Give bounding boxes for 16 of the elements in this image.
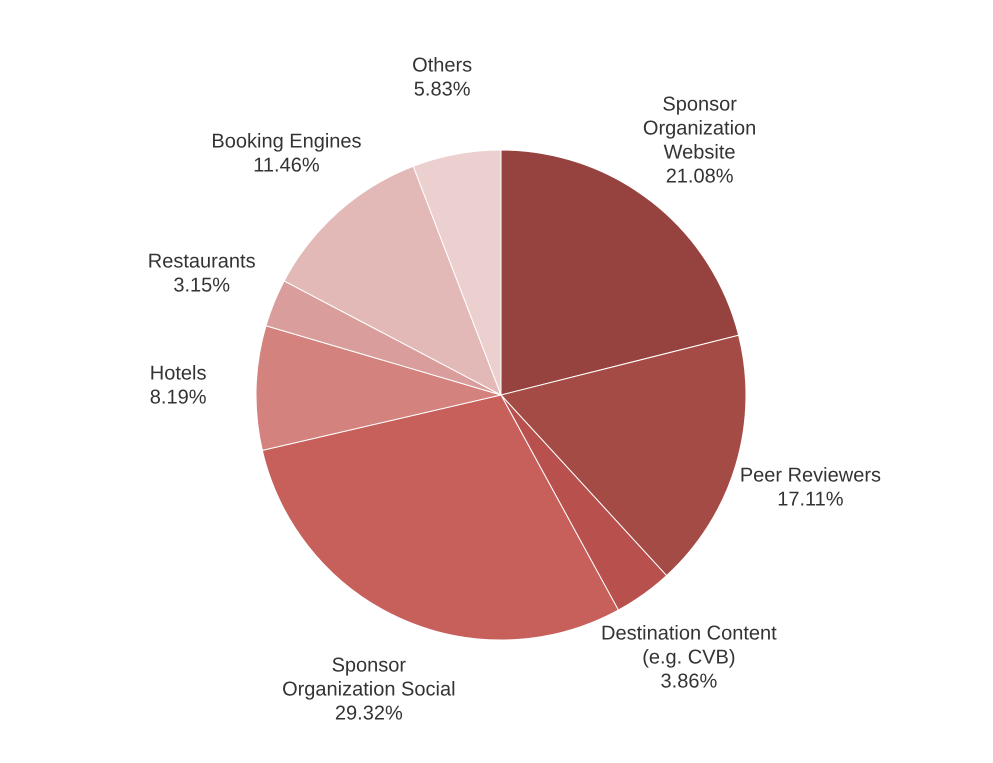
data-label: 21.08% <box>666 165 734 188</box>
slice-label: Destination Content (e.g. CVB) <box>601 622 778 669</box>
data-label: 17.11% <box>777 488 844 511</box>
slice-label: Hotels <box>150 362 206 385</box>
data-label: 5.83% <box>414 78 471 100</box>
slice-label: Booking Engines <box>211 130 362 153</box>
data-label: 11.46% <box>253 154 320 177</box>
slice-label: Others <box>412 54 472 76</box>
slice-label: Sponsor Organization Social <box>282 654 456 701</box>
data-label: 3.15% <box>173 274 230 297</box>
data-label: 29.32% <box>334 702 403 725</box>
data-label: 8.19% <box>150 386 207 409</box>
slice-label: Peer Reviewers <box>740 464 881 487</box>
slice-label: Sponsor Organization Website <box>642 93 756 164</box>
slice-label: Restaurants <box>148 250 256 273</box>
data-label: 3.86% <box>660 670 718 693</box>
